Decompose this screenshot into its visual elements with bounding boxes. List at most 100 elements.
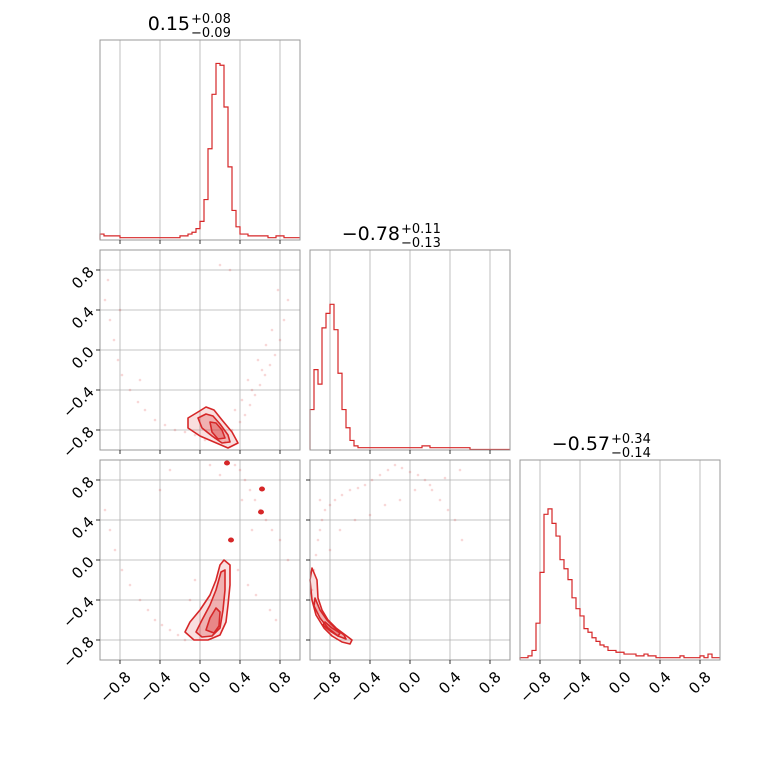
scatter-point	[273, 353, 277, 357]
panel-title-value: −0.57	[552, 433, 610, 455]
panel-title-value: 0.15	[148, 13, 190, 35]
joint-panel-1-3: −0.8 −0.4 0.0 0.4 0.8−0.8−0.40.00.40.8	[59, 459, 301, 707]
scatter-point	[278, 338, 282, 342]
scatter-point	[243, 413, 247, 417]
scatter-point	[400, 466, 404, 470]
scatter-point	[108, 318, 112, 322]
scatter-point	[116, 358, 120, 362]
scatter-point	[128, 388, 132, 392]
scatter-point	[168, 628, 172, 632]
x-tick-label: 0.0	[605, 668, 635, 698]
scatter-point	[228, 268, 232, 272]
scatter-point	[353, 518, 357, 522]
x-tick-label: 0.0	[395, 668, 425, 698]
panel-title-value: −0.78	[342, 223, 400, 245]
scatter-point	[193, 578, 197, 582]
scatter-point	[106, 278, 110, 282]
scatter-point	[250, 528, 254, 532]
scatter-point	[112, 338, 116, 342]
scatter-point	[460, 538, 464, 542]
scatter-point	[253, 393, 257, 397]
contour-middle	[195, 569, 226, 638]
scatter-point	[256, 358, 260, 362]
contour-inner	[209, 421, 226, 440]
scatter-point	[120, 568, 124, 572]
scatter-point	[270, 328, 274, 332]
y-tick-label: 0.4	[68, 303, 98, 333]
panel-title-plus: +0.34	[611, 432, 651, 447]
x-tick-label: −0.4	[556, 668, 594, 706]
scatter-point	[282, 318, 286, 322]
scatter-point	[370, 478, 374, 482]
scatter-point	[208, 463, 212, 467]
scatter-point	[233, 408, 237, 412]
scatter-point	[158, 488, 162, 492]
x-tick-label: 0.4	[435, 668, 465, 698]
contour-island	[224, 460, 230, 466]
scatter-point	[188, 598, 192, 602]
x-tick-label: 0.8	[265, 668, 295, 698]
scatter-point	[233, 463, 237, 467]
scatter-point	[136, 400, 140, 404]
scatter-point	[348, 488, 352, 492]
scatter-point	[393, 463, 397, 467]
scatter-point	[183, 430, 187, 434]
scatter-point	[328, 503, 332, 507]
histogram-panel-1: 0.15 +0.08−0.09	[99, 12, 301, 244]
scatter-point	[423, 478, 427, 482]
scatter-point	[138, 378, 142, 382]
scatter-point	[168, 468, 172, 472]
scatter-point	[333, 498, 337, 502]
x-tick-label: −0.8	[516, 668, 554, 706]
scatter-point	[153, 618, 157, 622]
scatter-point	[316, 538, 320, 542]
scatter-point	[264, 518, 268, 522]
histogram-step-line	[519, 508, 720, 660]
contour-inner	[205, 607, 221, 634]
scatter-point	[183, 638, 187, 642]
histogram-step-line	[309, 303, 510, 451]
y-tick-label: −0.8	[59, 633, 97, 671]
histogram-panel-2: −0.78 +0.11−0.13	[309, 222, 511, 454]
scatter-point	[246, 378, 250, 382]
y-tick-label: 0.0	[68, 343, 98, 373]
scatter-point	[416, 473, 420, 477]
scatter-point	[314, 553, 318, 557]
scatter-point	[318, 498, 322, 502]
scatter-point	[254, 593, 258, 597]
x-tick-label: −0.4	[346, 668, 384, 706]
scatter-point	[103, 508, 107, 512]
scatter-point	[276, 288, 280, 292]
scatter-point	[274, 618, 278, 622]
contour-middle	[197, 413, 231, 444]
x-tick-label: 0.8	[685, 668, 715, 698]
scatter-point	[270, 528, 274, 532]
scatter-point	[243, 478, 247, 482]
scatter-point	[113, 548, 117, 552]
scatter-point	[238, 468, 242, 472]
x-tick-label: 0.0	[185, 668, 215, 698]
x-tick-label: −0.8	[306, 668, 344, 706]
scatter-point	[103, 298, 107, 302]
scatter-point	[443, 476, 447, 480]
contour-middle	[313, 597, 347, 640]
scatter-point	[368, 513, 372, 517]
x-tick-label: −0.8	[96, 668, 134, 706]
x-tick-label: −0.4	[136, 668, 174, 706]
scatter-point	[278, 538, 282, 542]
scatter-point	[430, 488, 434, 492]
scatter-point	[238, 420, 242, 424]
scatter-point	[328, 548, 332, 552]
x-tick-label: 0.4	[225, 668, 255, 698]
scatter-point	[268, 363, 272, 367]
scatter-point	[260, 368, 264, 372]
contour-island	[259, 486, 265, 492]
scatter-point	[386, 468, 390, 472]
panel-title-minus: −0.13	[401, 236, 441, 251]
panel-title-minus: −0.09	[191, 26, 231, 41]
scatter-point	[248, 488, 252, 492]
scatter-point	[378, 473, 382, 477]
corner-panels: 0.15 +0.08−0.09−0.78 +0.11−0.13−0.8 −0.4 0.0…	[59, 12, 721, 707]
scatter-point	[323, 508, 327, 512]
